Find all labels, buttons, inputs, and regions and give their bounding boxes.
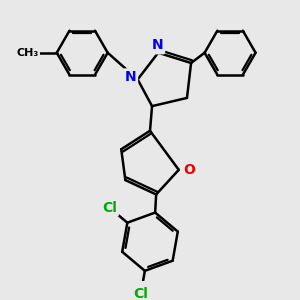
Text: N: N <box>124 70 136 84</box>
Text: Cl: Cl <box>134 287 148 300</box>
Text: Cl: Cl <box>102 201 117 214</box>
Text: O: O <box>183 163 195 177</box>
Text: CH₃: CH₃ <box>16 48 38 58</box>
Text: N: N <box>152 38 163 52</box>
